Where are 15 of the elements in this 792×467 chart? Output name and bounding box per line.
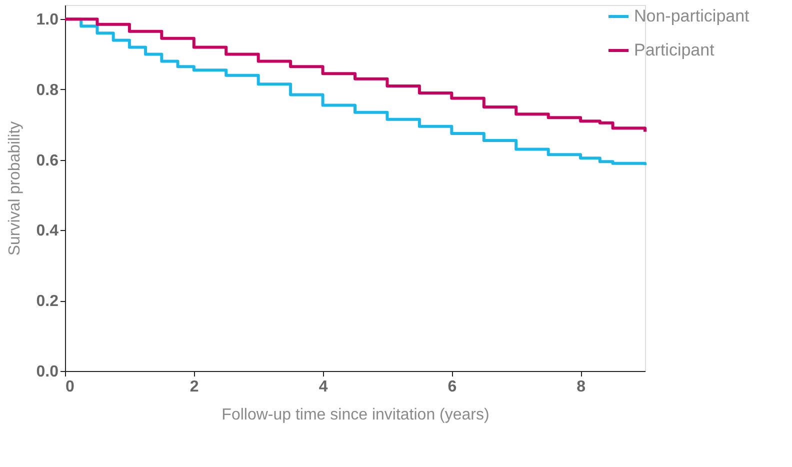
x-tick-label: 8 bbox=[576, 378, 586, 396]
x-tick-label: 0 bbox=[66, 378, 74, 396]
y-tick-label: 0.0 bbox=[36, 364, 59, 380]
y-tick-label: 0.8 bbox=[36, 82, 59, 99]
x-tick-label: 6 bbox=[448, 378, 457, 396]
y-tick-label: 0.4 bbox=[36, 222, 59, 240]
x-tick-label: 4 bbox=[318, 378, 328, 396]
y-tick-label: 0.6 bbox=[36, 152, 59, 170]
y-tick-label: 0.2 bbox=[36, 293, 59, 310]
x-axis-title: Follow-up time since invitation (years) bbox=[222, 406, 490, 424]
legend-label: Non-participant bbox=[634, 6, 750, 26]
legend-label: Participant bbox=[634, 40, 715, 60]
y-axis-title: Survival probability bbox=[6, 121, 24, 256]
x-tick-label: 2 bbox=[190, 378, 199, 396]
y-tick-label: 1.0 bbox=[36, 12, 59, 29]
